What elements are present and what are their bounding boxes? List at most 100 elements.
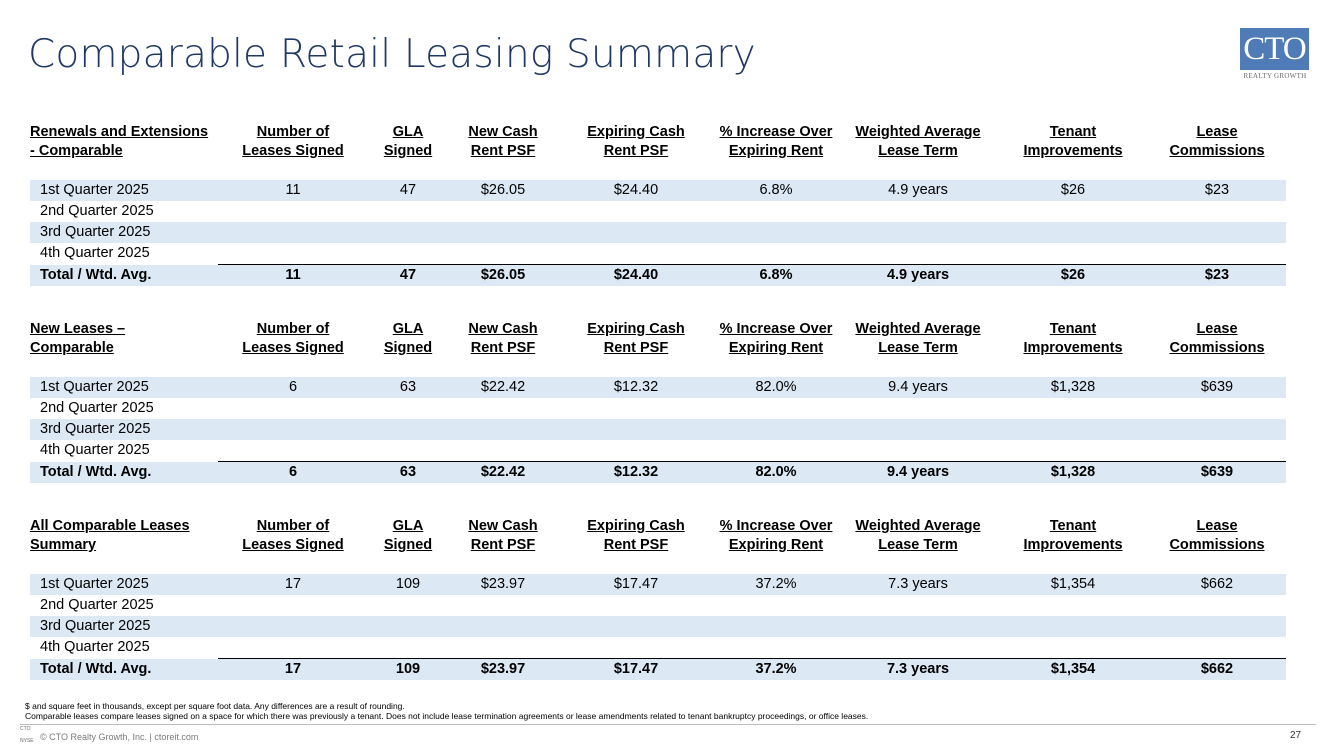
column-header-line: Improvements xyxy=(1023,340,1123,356)
total-cell: 9.4 years xyxy=(886,464,950,480)
column-header-line: Tenant xyxy=(1049,124,1097,140)
column-header: Expiring Cash Rent PSF xyxy=(556,123,716,161)
new-leases-section: New Leases – Comparable Number of Leases Si… xyxy=(0,320,1333,483)
total-divider xyxy=(218,264,1286,266)
column-header: Number of Leases Signed xyxy=(213,320,373,358)
table-cell: $22.42 xyxy=(480,379,526,395)
column-header: % Increase Over Expiring Rent xyxy=(696,320,856,358)
page-number: 27 xyxy=(1290,730,1302,741)
column-header-line: Weighted Average xyxy=(855,518,981,534)
column-header: Lease Commissions xyxy=(1137,517,1297,555)
table-cell: 63 xyxy=(399,379,417,395)
footnote-1: $ and square feet in thousands, except p… xyxy=(25,701,405,711)
column-header: Tenant Improvements xyxy=(993,517,1153,555)
column-header-line: Rent PSF xyxy=(603,143,669,159)
footer-logo-nyse: NYSE xyxy=(20,737,34,744)
column-header-line: % Increase Over xyxy=(719,518,833,534)
table-cell: $23.97 xyxy=(480,576,526,592)
footer-logo: CTO NYSE xyxy=(20,726,34,744)
column-header-line: Rent PSF xyxy=(603,537,669,553)
footnotes: $ and square feet in thousands, except p… xyxy=(25,701,868,721)
column-header-line: Lease xyxy=(1196,124,1238,140)
table-row: 3rd Quarter 2025 xyxy=(30,222,1286,243)
section-heading-line: Comparable xyxy=(30,340,114,356)
column-header: Lease Commissions xyxy=(1137,123,1297,161)
renewals-section: Renewals and Extensions - Comparable Numbe… xyxy=(0,123,1333,286)
table-cell: 17 xyxy=(284,576,302,592)
column-header: Number of Leases Signed xyxy=(213,517,373,555)
table-header: All Comparable Leases Summary Number of Lea… xyxy=(0,517,1333,575)
section-heading-line: Renewals and Extensions xyxy=(30,124,209,140)
table-row: 4th Quarter 2025 xyxy=(30,440,1286,461)
logo-subtext: REALTY GROWTH xyxy=(1243,72,1307,80)
column-header: Lease Commissions xyxy=(1137,320,1297,358)
column-header-line: Expiring Rent xyxy=(728,143,824,159)
table-cell: 6 xyxy=(288,379,298,395)
table-cell: $17.47 xyxy=(613,576,659,592)
total-cell: 109 xyxy=(395,661,421,677)
column-header-line: Weighted Average xyxy=(855,124,981,140)
column-header: Weighted Average Lease Term xyxy=(838,320,998,358)
table-header: Renewals and Extensions - Comparable Numbe… xyxy=(0,123,1333,181)
table-header: New Leases – Comparable Number of Leases Si… xyxy=(0,320,1333,378)
column-header: GLA Signed xyxy=(328,320,488,358)
column-header: % Increase Over Expiring Rent xyxy=(696,123,856,161)
total-cell: $26.05 xyxy=(480,267,526,283)
table-row: 4th Quarter 2025 xyxy=(30,637,1286,658)
total-row: Total / Wtd. Avg. 17 109 $23.97 $17.47 37.2% 7… xyxy=(30,659,1286,680)
total-cell: $17.47 xyxy=(613,661,659,677)
total-cell: 6 xyxy=(288,464,298,480)
column-header: Number of Leases Signed xyxy=(213,123,373,161)
table-row: 1st Quarter 2025 6 63 $22.42 $12.32 82.0% 9.4 … xyxy=(30,377,1286,398)
total-cell: 63 xyxy=(399,464,417,480)
column-header-line: Rent PSF xyxy=(470,143,536,159)
total-divider xyxy=(218,658,1286,660)
column-header-line: Commissions xyxy=(1169,143,1265,159)
total-cell: 4.9 years xyxy=(886,267,950,283)
total-label: Total / Wtd. Avg. xyxy=(40,267,152,283)
section-heading: All Comparable Leases Summary xyxy=(30,517,225,555)
total-cell: 47 xyxy=(399,267,417,283)
column-header-line: Signed xyxy=(383,143,433,159)
column-header-line: Tenant xyxy=(1049,321,1097,337)
column-header: New Cash Rent PSF xyxy=(423,123,583,161)
column-header-line: GLA xyxy=(392,321,424,337)
section-heading-line: - Comparable xyxy=(30,143,123,159)
column-header-line: Leases Signed xyxy=(242,537,344,553)
column-header: Weighted Average Lease Term xyxy=(838,517,998,555)
section-heading-line: All Comparable Leases xyxy=(30,518,190,534)
column-header: GLA Signed xyxy=(328,123,488,161)
column-header-line: Expiring Rent xyxy=(728,340,824,356)
total-cell: $1,354 xyxy=(1050,661,1096,677)
column-header-line: Expiring Cash xyxy=(587,124,685,140)
table-cell: $639 xyxy=(1200,379,1234,395)
table-cell: 109 xyxy=(395,576,421,592)
page-title: Comparable Retail Leasing Summary xyxy=(28,32,756,77)
column-header-line: GLA xyxy=(392,518,424,534)
column-header-line: % Increase Over xyxy=(719,124,833,140)
table-row: 2nd Quarter 2025 xyxy=(30,398,1286,419)
column-header-line: New Cash xyxy=(468,124,538,140)
row-label: 1st Quarter 2025 xyxy=(40,379,149,395)
column-header: Tenant Improvements xyxy=(993,123,1153,161)
table-row: 1st Quarter 2025 17 109 $23.97 $17.47 37.2% 7.… xyxy=(30,574,1286,595)
total-cell: $1,328 xyxy=(1050,464,1096,480)
column-header-line: Rent PSF xyxy=(603,340,669,356)
column-header-line: Signed xyxy=(383,340,433,356)
table-cell: $26.05 xyxy=(480,182,526,198)
column-header-line: GLA xyxy=(392,124,424,140)
column-header-line: Lease Term xyxy=(878,537,958,553)
table-row: 3rd Quarter 2025 xyxy=(30,616,1286,637)
table-cell: 4.9 years xyxy=(888,182,948,198)
row-label: 2nd Quarter 2025 xyxy=(40,597,154,613)
column-header: Weighted Average Lease Term xyxy=(838,123,998,161)
total-cell: 17 xyxy=(284,661,302,677)
column-header-line: Rent PSF xyxy=(470,537,536,553)
table-cell: 6.8% xyxy=(759,182,793,198)
total-cell: $639 xyxy=(1200,464,1234,480)
column-header: Expiring Cash Rent PSF xyxy=(556,320,716,358)
section-heading-line: New Leases – xyxy=(30,321,126,337)
column-header-line: Weighted Average xyxy=(855,321,981,337)
total-cell: $662 xyxy=(1200,661,1234,677)
row-label: 1st Quarter 2025 xyxy=(40,182,149,198)
